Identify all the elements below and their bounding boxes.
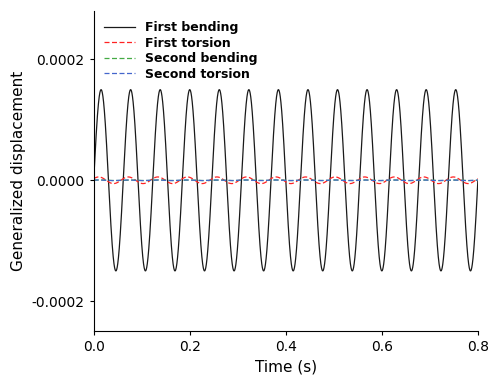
- First bending: [278, 107, 284, 112]
- Second bending: [90, 178, 96, 183]
- Second bending: [278, 178, 284, 183]
- First torsion: [475, 176, 481, 181]
- Second torsion: [114, 178, 119, 183]
- First bending: [166, 206, 172, 210]
- Second bending: [92, 178, 98, 183]
- First torsion: [106, 180, 112, 185]
- Second torsion: [106, 178, 112, 183]
- Second torsion: [212, 178, 218, 182]
- Y-axis label: Generalized displacement: Generalized displacement: [11, 71, 26, 271]
- Second torsion: [92, 178, 98, 182]
- First bending: [90, 178, 96, 183]
- Second bending: [230, 178, 236, 183]
- Second bending: [454, 178, 460, 182]
- First torsion: [454, 176, 460, 181]
- Line: Second bending: Second bending: [94, 180, 478, 181]
- First torsion: [278, 177, 284, 181]
- First bending: [475, 178, 481, 183]
- Second bending: [114, 178, 119, 183]
- Legend: First bending, First torsion, Second bending, Second torsion: First bending, First torsion, Second ben…: [100, 17, 261, 85]
- Second torsion: [278, 178, 284, 183]
- Second torsion: [90, 178, 96, 182]
- First bending: [454, 95, 460, 99]
- Second torsion: [454, 178, 460, 183]
- First bending: [106, 200, 112, 204]
- Second bending: [475, 178, 481, 183]
- X-axis label: Time (s): Time (s): [254, 360, 317, 375]
- Line: First bending: First bending: [94, 90, 478, 271]
- Line: Second torsion: Second torsion: [94, 180, 478, 181]
- First bending: [142, 269, 148, 273]
- Second torsion: [316, 178, 322, 183]
- First torsion: [92, 175, 98, 180]
- Second torsion: [166, 178, 172, 183]
- First bending: [423, 87, 429, 92]
- Second bending: [334, 178, 340, 182]
- Line: First torsion: First torsion: [94, 177, 478, 184]
- First torsion: [273, 174, 279, 179]
- Second bending: [166, 178, 172, 183]
- First torsion: [170, 181, 175, 186]
- Second bending: [106, 178, 112, 183]
- First torsion: [166, 180, 172, 185]
- Second torsion: [475, 178, 481, 182]
- First torsion: [90, 176, 96, 181]
- First torsion: [114, 181, 119, 185]
- First bending: [114, 267, 119, 272]
- First bending: [92, 146, 98, 150]
